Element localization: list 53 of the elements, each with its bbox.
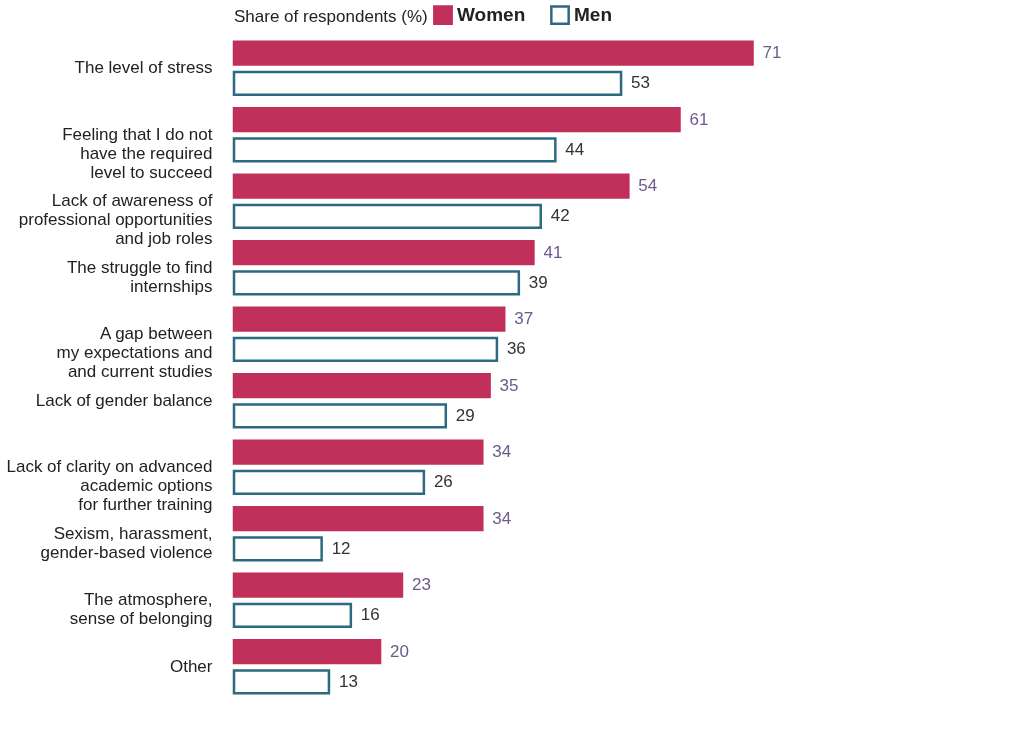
y-tick-label: Lack of gender balance (35, 390, 213, 410)
bar (232, 137, 557, 163)
data-label: 54 (638, 176, 658, 196)
bar (232, 536, 323, 562)
data-label: 23 (411, 575, 431, 595)
data-label: 29 (455, 405, 475, 425)
bar (232, 572, 404, 598)
bar (232, 336, 499, 363)
legend-title: Share of respondents (%) (234, 7, 428, 26)
data-label: 37 (514, 309, 534, 329)
bar (232, 638, 382, 665)
bar (232, 602, 353, 629)
y-tick-label: Lack of clarity on advanced academic options for further training (6, 457, 213, 515)
y-tick-label: The atmosphere, sense of belonging (69, 590, 213, 629)
bar (232, 40, 754, 66)
data-label: 36 (506, 339, 526, 359)
y-tick-label: Feeling that I do not have the required level to succeed (62, 124, 213, 182)
y-tick-label: Lack of awareness of professional opportunities and job roles (18, 191, 213, 249)
data-label: 44 (565, 139, 585, 159)
bar (232, 505, 484, 532)
data-label: 16 (360, 605, 380, 625)
bar (232, 70, 623, 97)
legend-label: Women (457, 4, 526, 26)
y-tick-label: The level of stress (74, 58, 213, 78)
bar (232, 173, 630, 199)
legend-label: Men (574, 4, 612, 26)
data-label: 39 (528, 272, 548, 292)
y-tick-label: Other (169, 656, 213, 676)
data-label: 34 (492, 508, 512, 528)
bar (232, 372, 491, 399)
bar (232, 239, 535, 266)
data-label: 26 (433, 472, 453, 492)
data-label: 71 (762, 43, 782, 63)
bar (232, 106, 681, 133)
bar (232, 669, 331, 695)
bar (232, 270, 521, 296)
y-tick-label: The struggle to find internships (66, 257, 213, 296)
bar (232, 439, 484, 465)
data-label: 12 (331, 538, 351, 558)
data-label: 20 (390, 641, 409, 661)
bar (232, 203, 542, 230)
y-tick-label: Sexism, harassment, gender-based violence (40, 523, 213, 562)
data-label: 42 (550, 206, 570, 226)
data-label: 35 (499, 375, 519, 395)
bar (232, 403, 448, 429)
bar (232, 306, 506, 332)
data-label: 53 (631, 73, 650, 93)
bar (232, 469, 426, 496)
data-label: 13 (338, 671, 358, 691)
data-label: 34 (492, 442, 512, 462)
data-label: 41 (543, 242, 563, 262)
y-tick-label: A gap between my expectations and and current studies (56, 324, 213, 382)
data-label: 61 (689, 109, 709, 129)
